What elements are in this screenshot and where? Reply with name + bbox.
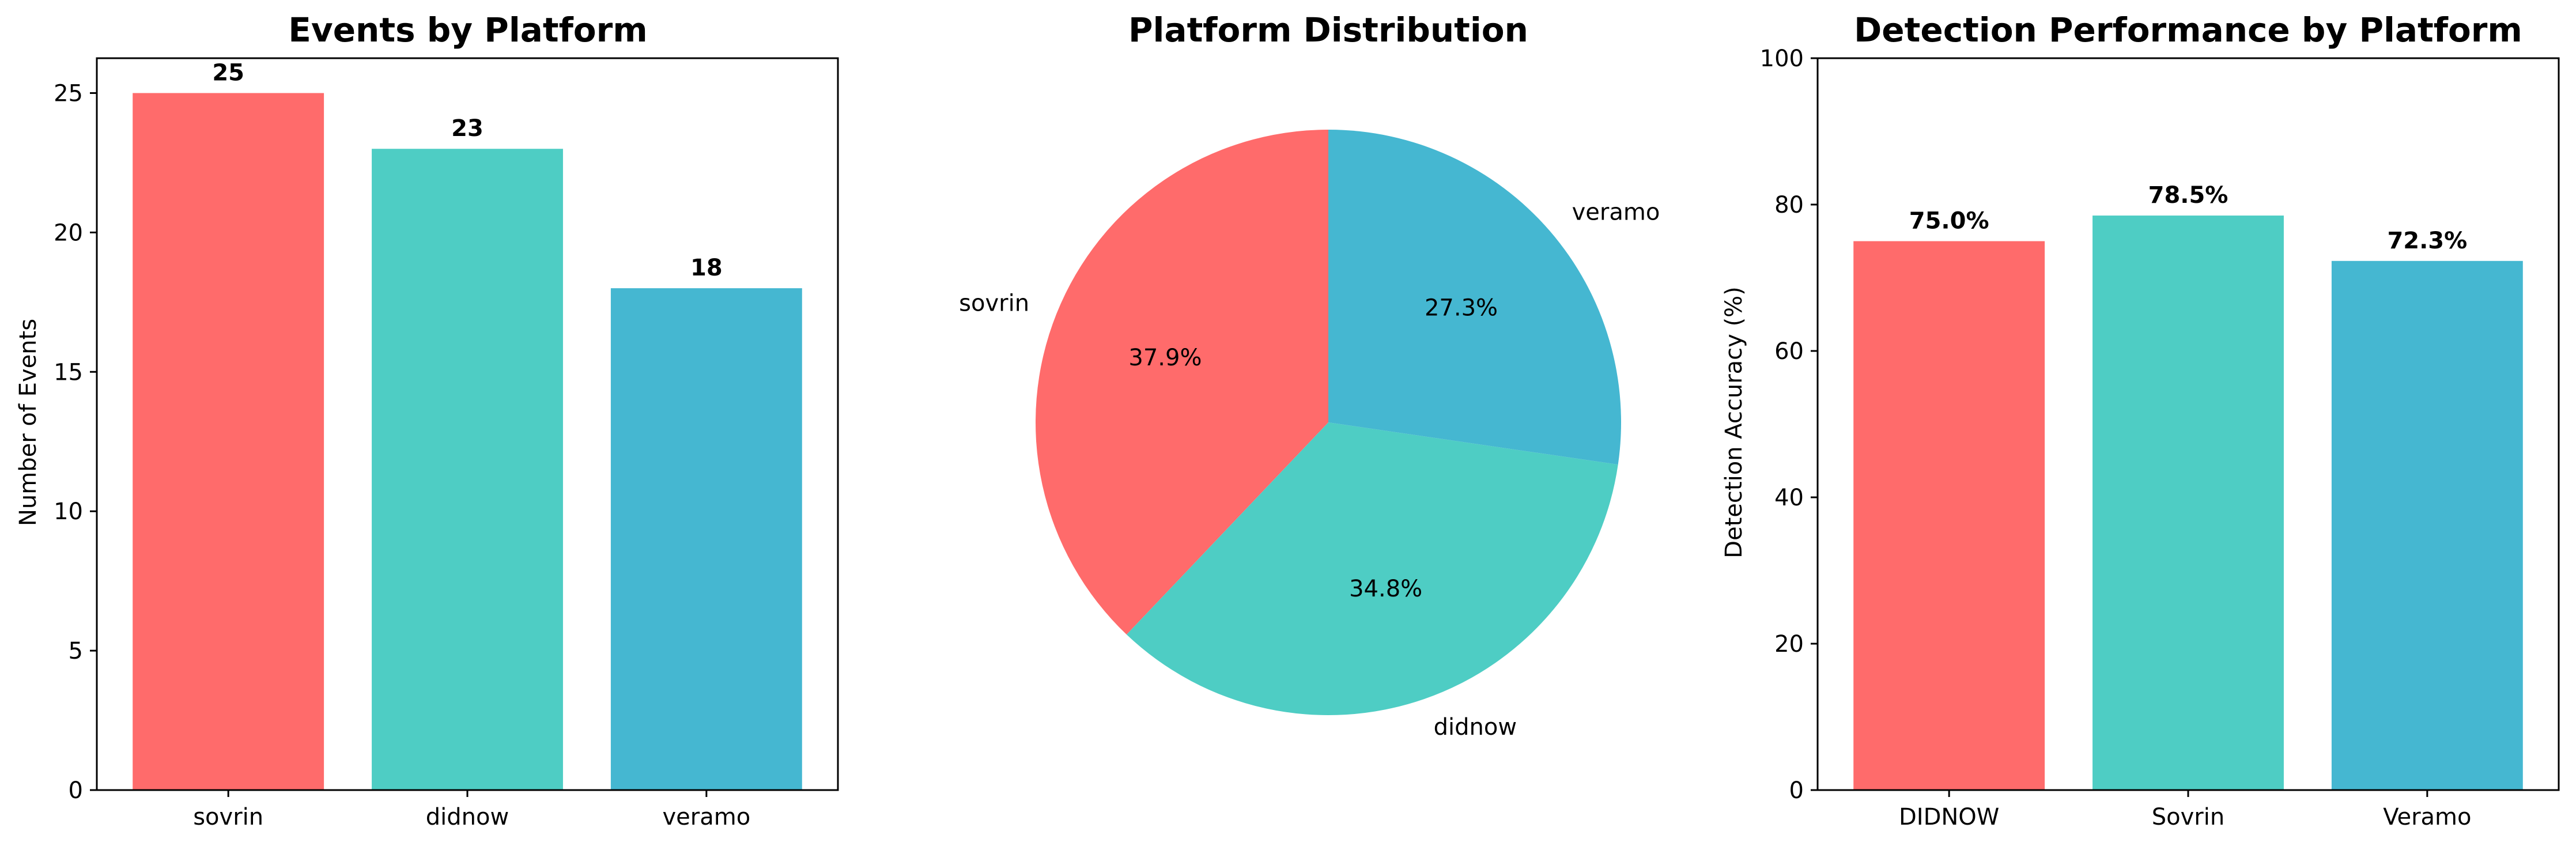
pie-category-label: veramo xyxy=(1572,199,1660,225)
c1-value-label: 23 xyxy=(451,115,484,142)
detection-performance-chart: Detection Performance by Platform Detect… xyxy=(1721,10,2560,830)
c3-bar-veramo xyxy=(2331,260,2523,790)
c3-value-label: 78.5% xyxy=(2148,182,2228,209)
chart3-ylabel: Detection Accuracy (%) xyxy=(1721,286,1747,558)
c3-ytick-label: 20 xyxy=(1774,631,1804,658)
c3-xtick-label: Veramo xyxy=(2383,804,2471,830)
chart1-title: Events by Platform xyxy=(288,10,647,50)
c3-value-label: 72.3% xyxy=(2387,228,2467,254)
chart1-frame xyxy=(96,57,839,791)
c1-bar-veramo xyxy=(610,288,802,791)
c1-value-label: 25 xyxy=(212,59,244,86)
c3-xtick-label: DIDNOW xyxy=(1899,804,1999,830)
platform-distribution-chart: Platform Distribution 37.9% sovrin 34.8% di… xyxy=(959,10,1660,741)
chart3-title: Detection Performance by Platform xyxy=(1854,10,2522,50)
chart2-title: Platform Distribution xyxy=(1128,10,1528,50)
pie-slice-sovrin xyxy=(1036,130,1328,635)
pie-pct-label: 27.3% xyxy=(1425,295,1498,322)
c3-bar-didnow xyxy=(1853,241,2045,790)
c1-ytick-label: 25 xyxy=(54,80,83,107)
c3-ytick-label: 40 xyxy=(1774,485,1804,511)
c3-ytick-label: 60 xyxy=(1774,338,1804,365)
c1-ytick-label: 5 xyxy=(69,638,83,664)
c3-ytick-label: 100 xyxy=(1760,46,1804,72)
c3-xtick-label: Sovrin xyxy=(2152,804,2224,830)
c3-bar-sovrin xyxy=(2092,216,2284,790)
c3-ytick-label: 0 xyxy=(1789,777,1804,804)
c1-ytick-label: 15 xyxy=(54,359,83,386)
c1-bar-sovrin xyxy=(133,93,324,790)
c1-xtick-label: sovrin xyxy=(193,804,263,830)
chart1-ylabel: Number of Events xyxy=(15,319,41,526)
c1-xtick-label: didnow xyxy=(426,804,509,830)
c1-value-label: 18 xyxy=(690,255,723,281)
pie-slice-veramo xyxy=(1328,130,1621,465)
pie-slice-didnow xyxy=(1126,422,1618,715)
events-by-platform-chart: Events by Platform Number of Events 0 5 10… xyxy=(15,10,839,830)
c1-ytick-label: 0 xyxy=(69,777,83,804)
pie-category-label: didnow xyxy=(1434,714,1517,741)
c1-ytick-label: 10 xyxy=(54,498,83,525)
c3-value-label: 75.0% xyxy=(1909,208,1989,235)
c1-bar-didnow xyxy=(372,149,563,791)
pie-pct-label: 34.8% xyxy=(1349,576,1422,602)
c1-xtick-label: veramo xyxy=(662,804,750,830)
c1-ytick-label: 20 xyxy=(54,220,83,246)
chart3-frame xyxy=(1816,57,2560,791)
c3-ytick-label: 80 xyxy=(1774,192,1804,218)
pie-pct-label: 37.9% xyxy=(1128,345,1202,371)
pie-category-label: sovrin xyxy=(959,290,1029,317)
